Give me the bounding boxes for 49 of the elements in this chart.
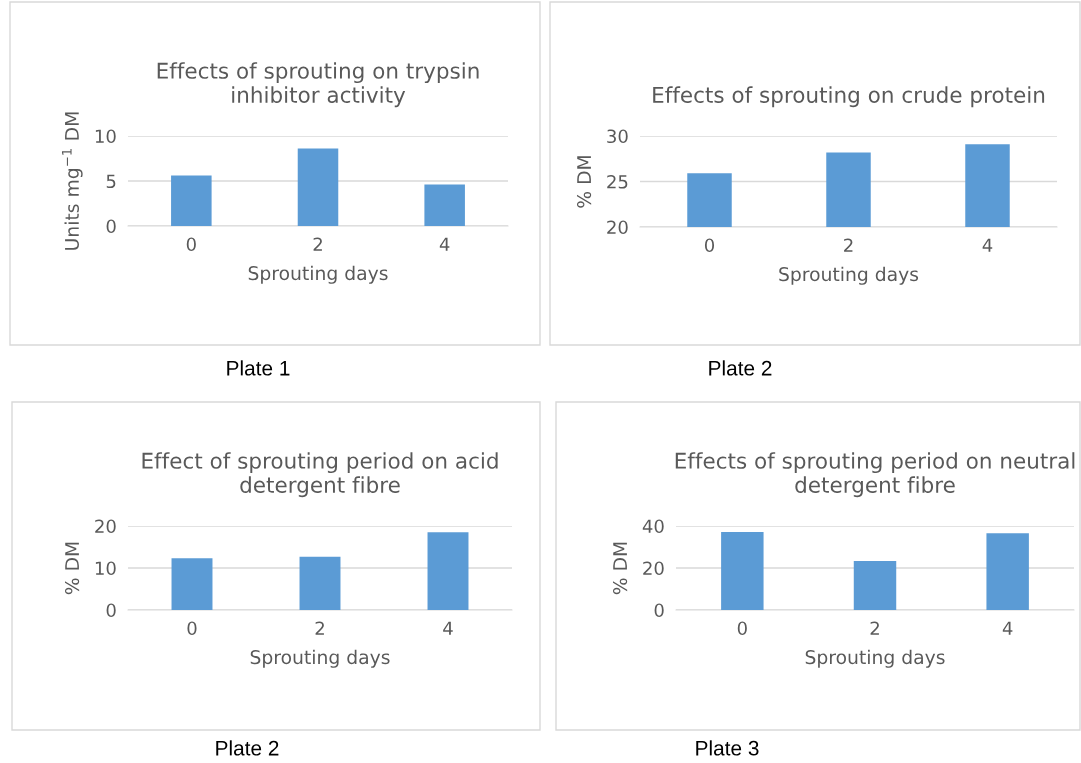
bar xyxy=(299,556,341,610)
text: Plate 2 xyxy=(709,360,772,376)
y-tick-label: 0 xyxy=(654,603,664,618)
x-axis-title: Sprouting days xyxy=(250,649,390,668)
bar xyxy=(721,532,764,610)
y-axis-title: % DM xyxy=(64,542,80,595)
y-tick-label: 25 xyxy=(607,174,628,189)
chart-title: Effects of sprouting on crude protein xyxy=(653,86,1045,108)
x-tick-label: 0 xyxy=(737,621,747,636)
y-tick-label: 30 xyxy=(607,129,628,144)
y-tick-label: 10 xyxy=(95,561,116,576)
y-tick-label: 20 xyxy=(95,519,116,534)
x-tick-label: 2 xyxy=(313,237,322,251)
x-tick-label: 0 xyxy=(187,621,197,636)
x-axis-title: Sprouting days xyxy=(805,649,945,668)
x-axis-title: Sprouting days xyxy=(779,266,919,285)
x-tick-label: 0 xyxy=(704,238,715,253)
chart-title: Effects of sprouting on trypsin inhibitor activity xyxy=(157,62,479,108)
bar xyxy=(171,175,212,226)
y-tick-label: 40 xyxy=(642,519,664,534)
y-axis-title: % DM xyxy=(612,542,628,595)
x-tick-label: 4 xyxy=(443,621,453,635)
y-tick-label: 10 xyxy=(95,129,116,144)
bar xyxy=(427,532,469,610)
x-tick-label: 4 xyxy=(1002,621,1013,635)
y-tick-label: 20 xyxy=(643,561,664,576)
bar xyxy=(424,184,465,226)
chart-title: Effects of sprouting period on neutral detergent fibre xyxy=(675,452,1075,498)
y-axis-title: Units mg$^{−1}$ DM xyxy=(61,112,83,250)
x-tick-label: 2 xyxy=(844,238,853,252)
bar xyxy=(297,148,339,226)
y-tick-label: 0 xyxy=(106,219,116,234)
x-tick-label: 0 xyxy=(186,237,196,252)
x-tick-label: 4 xyxy=(982,238,993,252)
text: Plate 3 xyxy=(696,740,759,756)
x-tick-label: 2 xyxy=(315,621,324,635)
bar xyxy=(853,561,897,610)
x-tick-label: 2 xyxy=(870,621,879,635)
y-tick-label: 0 xyxy=(106,603,116,618)
text: Plate 1 xyxy=(227,360,290,376)
y-tick-label: 20 xyxy=(607,220,628,235)
bar xyxy=(171,558,213,610)
bar xyxy=(986,533,1029,610)
text: Plate 2 xyxy=(216,740,279,756)
chart-title: Effect of sprouting period on acid detergent fibre xyxy=(142,452,498,498)
y-axis-title: % DM xyxy=(576,156,592,208)
x-tick-label: 4 xyxy=(439,237,450,251)
x-axis-title: Sprouting days xyxy=(248,265,388,284)
y-tick-label: 5 xyxy=(106,174,116,189)
